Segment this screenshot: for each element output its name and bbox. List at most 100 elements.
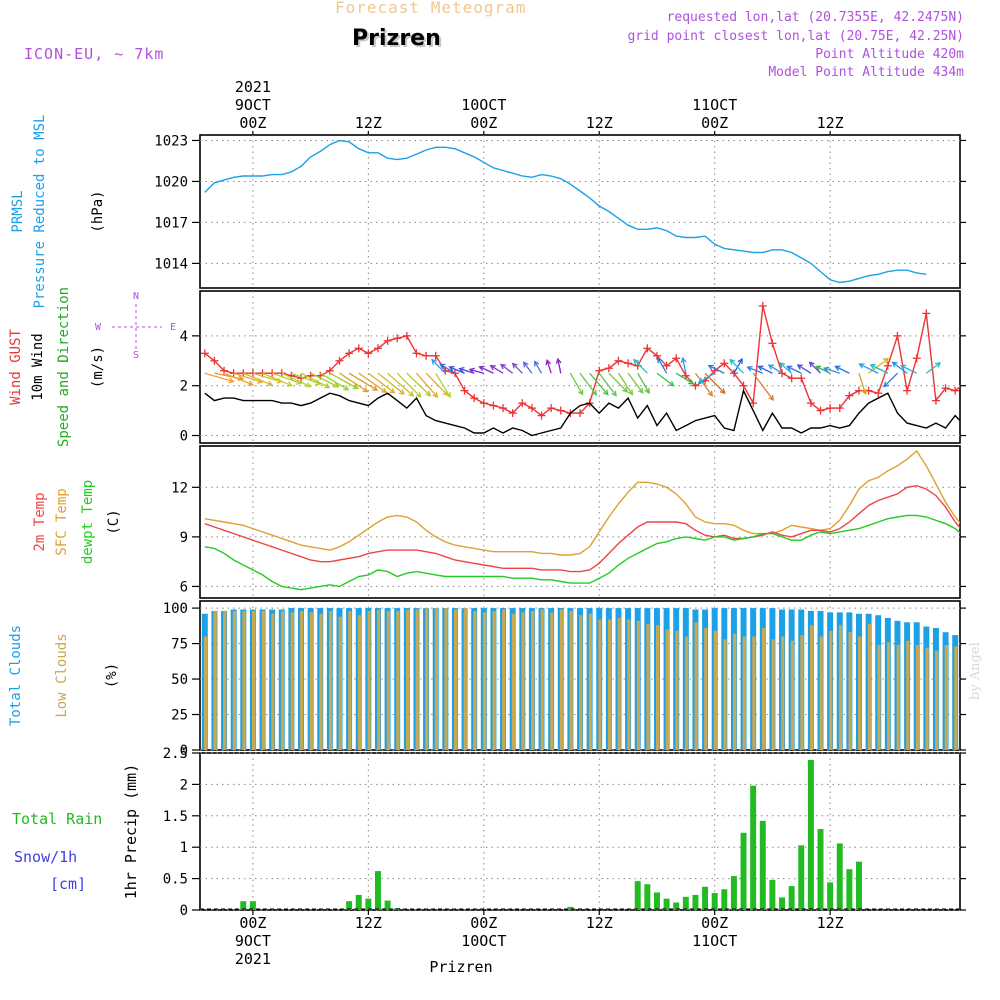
- rain-bar: [644, 884, 651, 910]
- bottom-time-label: 00Z: [701, 914, 728, 932]
- temperature-ytick-label: 6: [180, 579, 188, 595]
- gust-marker: [537, 411, 546, 420]
- rain-bar: [779, 897, 786, 910]
- bottom-time-label: 00Z: [239, 914, 266, 932]
- wind-arrow: [555, 357, 562, 374]
- wind-arrow: [545, 359, 552, 374]
- gust-marker: [845, 391, 854, 400]
- precip-frame: [199, 752, 961, 911]
- wind-arrow: [729, 358, 745, 374]
- wind-arrow: [822, 366, 840, 374]
- low-cloud-bar: [809, 625, 814, 750]
- low-cloud-bar: [482, 612, 487, 750]
- gust-marker: [758, 301, 767, 310]
- wind-arrow: [511, 362, 523, 374]
- gust-marker: [604, 364, 613, 373]
- low-cloud-bar: [627, 619, 631, 750]
- top-time-label: 12Z: [355, 114, 382, 132]
- rain-bar: [374, 871, 381, 910]
- low-cloud-bar: [617, 618, 621, 750]
- wind-label-1: 10m Wind: [30, 333, 46, 400]
- chart-title: Forecast Meteogram: [335, 0, 527, 17]
- wind-arrow: [694, 372, 714, 397]
- gust-marker: [354, 344, 363, 353]
- rain-bar: [653, 892, 660, 910]
- wind-arrow: [752, 372, 775, 402]
- low-cloud-bar: [434, 608, 439, 750]
- low-cloud-bar: [607, 619, 612, 750]
- compass-s: S: [133, 350, 139, 361]
- low-cloud-bar: [386, 610, 390, 750]
- wind-arrow: [406, 372, 432, 397]
- low-cloud-bar: [357, 615, 362, 750]
- low-cloud-bar: [377, 609, 381, 750]
- wind-ytick-label: 2: [180, 379, 188, 395]
- wind-arrow: [633, 358, 648, 374]
- wind-arrow: [319, 372, 350, 391]
- low-cloud-bar: [656, 625, 660, 750]
- bottom-time-label: 10OCT: [461, 932, 506, 950]
- temperature-series-2m-temp: [204, 484, 960, 573]
- low-cloud-bar: [646, 623, 650, 750]
- precip-ytick-label: 1.5: [163, 809, 188, 825]
- clouds-ytick-label: 50: [171, 672, 188, 688]
- gust-marker: [422, 351, 431, 360]
- rain-bar: [807, 759, 814, 910]
- gust-marker: [518, 399, 527, 408]
- compass-e: E: [170, 322, 176, 333]
- gust-marker: [893, 331, 902, 340]
- wind-arrow: [377, 372, 406, 395]
- low-cloud-bar: [588, 613, 592, 750]
- wind-arrow: [617, 372, 634, 396]
- wind-arrow: [387, 372, 415, 397]
- top-time-label: 9OCT: [235, 96, 271, 114]
- rain-bar: [827, 882, 834, 910]
- rain-bar: [634, 881, 641, 910]
- gust-marker: [951, 386, 960, 395]
- wind-arrow: [657, 357, 668, 374]
- point-altitude: Point Altitude 420m: [815, 47, 964, 62]
- gust-marker: [624, 359, 633, 368]
- wind-arrow: [757, 365, 773, 374]
- pressure-frame: [199, 134, 961, 289]
- low-cloud-bar: [925, 647, 929, 750]
- top-time-label: 11OCT: [692, 96, 737, 114]
- wind-label-0: Wind GUST: [8, 329, 24, 405]
- low-cloud-bar: [348, 610, 352, 750]
- clouds-label-2: (%): [104, 663, 120, 688]
- gust-marker: [720, 359, 729, 368]
- low-cloud-bar: [761, 627, 766, 750]
- precip-ytick-label: 2.5: [163, 746, 188, 762]
- gust-marker: [393, 334, 402, 343]
- wind-arrow: [656, 372, 675, 387]
- rain-bar: [384, 900, 391, 910]
- temperature-label-0: 2m Temp: [32, 492, 48, 551]
- wind-arrow: [680, 356, 687, 374]
- rain-bar: [750, 785, 757, 910]
- pressure-ytick-label: 1020: [154, 174, 188, 190]
- gust-marker: [691, 381, 700, 390]
- pressure-plot-area: [204, 139, 927, 284]
- gust-marker: [816, 406, 825, 415]
- gust-marker: [287, 371, 296, 380]
- clouds-label-1: Low Clouds: [54, 633, 70, 717]
- rain-bar: [346, 901, 353, 910]
- low-cloud-bar: [636, 620, 641, 750]
- gust-marker: [874, 389, 883, 398]
- low-cloud-bar: [569, 610, 573, 750]
- low-cloud-bar: [877, 644, 881, 750]
- low-cloud-bar: [463, 608, 467, 750]
- low-cloud-bar: [511, 613, 516, 750]
- low-cloud-bar: [405, 609, 410, 750]
- pressure-ytick-label: 1017: [154, 215, 188, 231]
- low-cloud-bar: [781, 636, 785, 750]
- precip-label-axis: 1hr Precip (mm): [122, 764, 140, 899]
- pressure-ytick-label: 1014: [154, 256, 188, 272]
- low-cloud-bar: [271, 613, 275, 750]
- gust-marker: [749, 399, 758, 408]
- temperature-label-3: (C): [106, 509, 122, 534]
- low-cloud-bar: [964, 645, 967, 750]
- gust-marker: [614, 356, 623, 365]
- gust-marker: [912, 354, 921, 363]
